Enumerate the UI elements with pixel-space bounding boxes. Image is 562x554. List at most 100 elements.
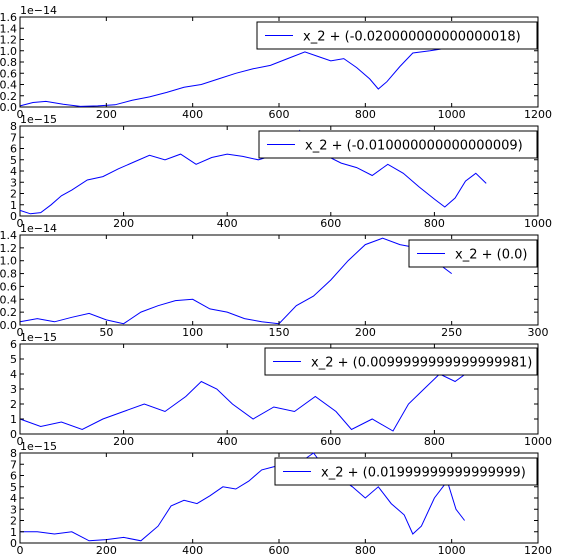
x-tick-label: 0: [17, 435, 24, 448]
y-tick-label: 1.6: [0, 11, 17, 24]
y-tick-label: 1: [10, 526, 17, 539]
subplot-1: 0 200 400 600 800 1000 12000.00.20.40.60.81.01…: [0, 4, 552, 121]
y-tick-label: 0.8: [0, 268, 17, 281]
legend: x_2 + (0.0099999999999999981): [264, 347, 538, 376]
y-tick-label: 1.0: [0, 255, 17, 268]
y-tick-label: 0.2: [0, 90, 17, 103]
y-tick-label: 7: [10, 131, 17, 144]
legend-label: x_2 + (0.0099999999999999981): [311, 356, 532, 371]
y-tick-label: 0.0: [0, 101, 17, 114]
x-tick-label: 1000: [524, 217, 552, 230]
x-tick-label: 50: [99, 326, 113, 339]
series-line: [19, 41, 495, 107]
x-tick-label: 200: [96, 108, 117, 121]
y-tick-label: 4: [10, 165, 17, 178]
x-tick-label: 800: [355, 108, 376, 121]
y-tick-label: 1: [10, 199, 17, 212]
x-tick-label: 400: [217, 217, 238, 230]
y-tick-label: 0.2: [0, 306, 17, 319]
x-tick-label: 200: [96, 544, 117, 554]
y-tick-label: 3: [10, 383, 17, 396]
y-offset-label: 1e−14: [20, 4, 57, 17]
y-tick-label: 5: [10, 353, 17, 366]
y-tick-label: 1.4: [0, 229, 17, 242]
x-tick-label: 1200: [524, 544, 552, 554]
legend-label: x_2 + (-0.010000000000000009): [305, 139, 523, 154]
x-tick-label: 1200: [524, 108, 552, 121]
legend-box: [256, 21, 538, 50]
legend: x_2 + (0.01999999999999999): [274, 457, 538, 486]
x-tick-label: 600: [269, 544, 290, 554]
x-tick-label: 0: [17, 108, 24, 121]
y-tick-label: 1.2: [0, 242, 17, 255]
y-tick-label: 0: [10, 428, 17, 441]
y-tick-label: 0.6: [0, 280, 17, 293]
x-tick-label: 1000: [438, 108, 466, 121]
y-tick-label: 5: [10, 481, 17, 494]
x-tick-label: 800: [424, 217, 445, 230]
x-tick-label: 600: [320, 217, 341, 230]
legend-label: x_2 + (-0.020000000000000018): [303, 30, 521, 45]
y-offset-label: 1e−14: [20, 222, 57, 235]
y-tick-label: 0.4: [0, 79, 17, 92]
x-tick-label: 100: [182, 326, 203, 339]
x-tick-label: 400: [182, 108, 203, 121]
y-offset-label: 1e−15: [20, 440, 57, 453]
series-line: [19, 129, 487, 215]
legend-box: [274, 457, 538, 486]
x-tick-label: 1000: [524, 435, 552, 448]
x-tick-label: 200: [113, 435, 134, 448]
y-tick-label: 6: [10, 338, 17, 351]
y-tick-label: 2: [10, 515, 17, 528]
x-tick-label: 0: [17, 326, 24, 339]
y-tick-label: 8: [10, 447, 17, 460]
legend: x_2 + (0.0): [408, 239, 538, 268]
y-tick-label: 7: [10, 458, 17, 471]
y-tick-label: 4: [10, 492, 17, 505]
y-tick-label: 6: [10, 470, 17, 483]
x-tick-label: 200: [355, 326, 376, 339]
y-tick-label: 0.0: [0, 319, 17, 332]
series-line: [20, 452, 465, 542]
y-tick-label: 1.2: [0, 34, 17, 47]
y-tick-label: 3: [10, 176, 17, 189]
y-tick-label: 3: [10, 503, 17, 516]
legend: x_2 + (-0.010000000000000009): [258, 130, 538, 159]
y-tick-label: 2: [10, 398, 17, 411]
y-tick-label: 8: [10, 120, 17, 133]
legend-label: x_2 + (0.0): [455, 248, 527, 263]
x-tick-label: 600: [320, 435, 341, 448]
y-tick-label: 6: [10, 143, 17, 156]
y-tick-label: 4: [10, 368, 17, 381]
y-tick-label: 0: [10, 537, 17, 550]
x-tick-label: 800: [424, 435, 445, 448]
series-line: [19, 237, 452, 325]
y-tick-label: 1.0: [0, 45, 17, 58]
y-offset-label: 1e−15: [20, 331, 57, 344]
x-tick-label: 250: [441, 326, 462, 339]
y-tick-label: 0.6: [0, 67, 17, 80]
legend-label: x_2 + (0.01999999999999999): [321, 466, 526, 481]
x-tick-label: 0: [17, 544, 24, 554]
x-tick-label: 800: [355, 544, 376, 554]
series-line: [19, 373, 466, 432]
x-tick-label: 0: [17, 217, 24, 230]
x-tick-label: 150: [269, 326, 290, 339]
x-tick-label: 400: [217, 435, 238, 448]
y-tick-label: 1.4: [0, 22, 17, 35]
y-tick-label: 5: [10, 154, 17, 167]
x-tick-label: 1000: [438, 544, 466, 554]
y-offset-label: 1e−15: [20, 113, 57, 126]
legend-box: [264, 347, 538, 376]
y-tick-label: 0: [10, 210, 17, 223]
legend: x_2 + (-0.020000000000000018): [256, 21, 538, 50]
x-tick-label: 600: [269, 108, 290, 121]
y-tick-label: 2: [10, 188, 17, 201]
y-tick-label: 0.8: [0, 56, 17, 69]
x-tick-label: 300: [528, 326, 549, 339]
legend-box: [258, 130, 538, 159]
x-tick-label: 200: [113, 217, 134, 230]
